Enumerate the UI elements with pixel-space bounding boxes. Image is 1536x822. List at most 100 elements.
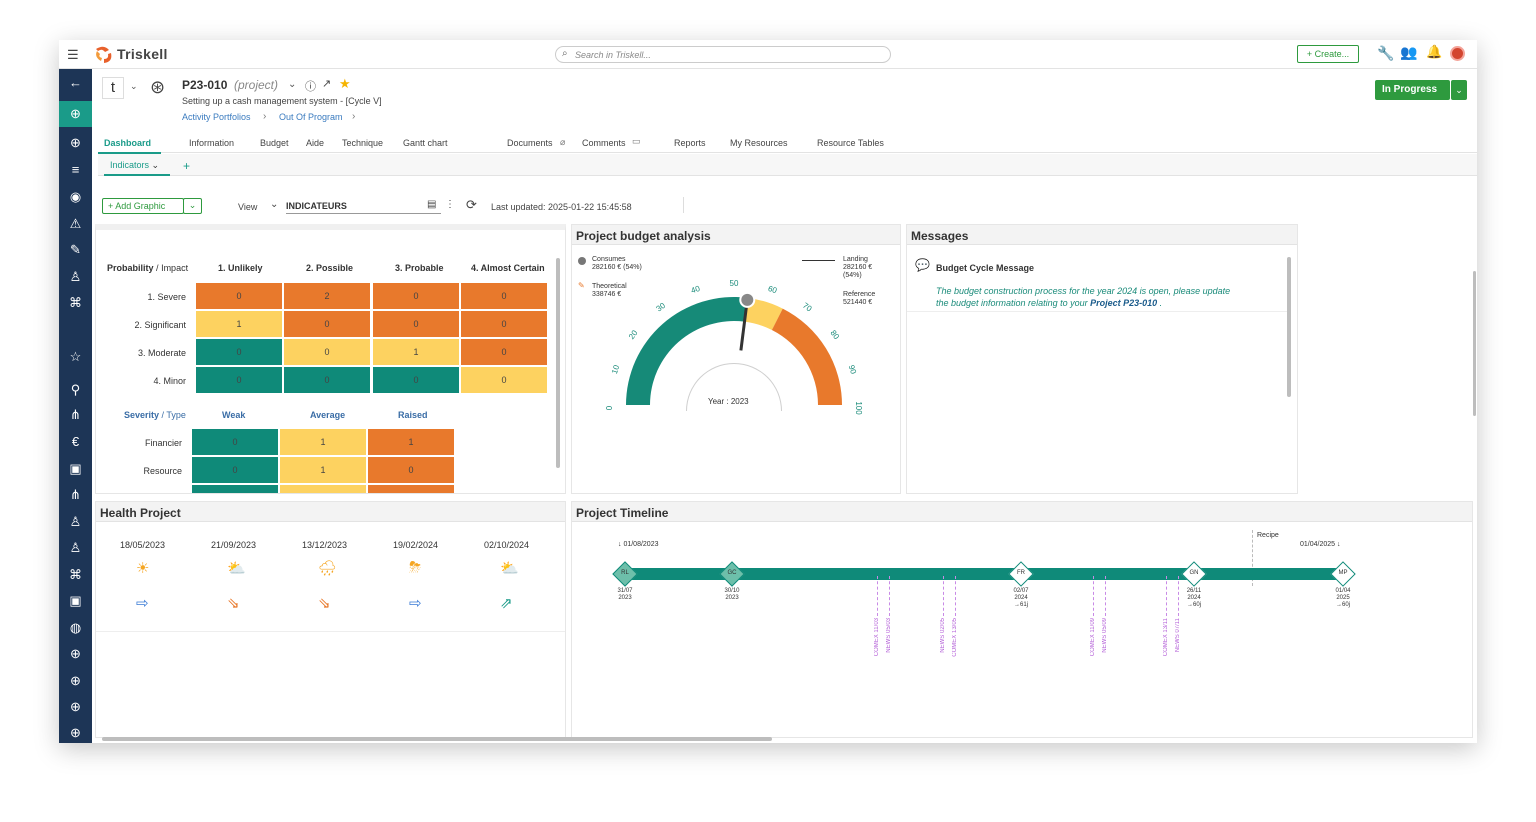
euro-icon[interactable]: € (71, 434, 80, 449)
status-dropdown-button[interactable]: ⌄ (1451, 80, 1467, 100)
tab-budget[interactable]: Budget (260, 138, 289, 148)
users-icon[interactable]: 👥 (1400, 44, 1418, 60)
severity-cell[interactable]: 0 (368, 457, 454, 483)
risk-cell[interactable]: 0 (284, 311, 370, 337)
risk-cell[interactable]: 2 (284, 283, 370, 309)
risk-cell[interactable]: 0 (461, 283, 547, 309)
event-marker-label[interactable]: COMEX 11/09 (1090, 618, 1096, 657)
vertical-scrollbar[interactable] (556, 258, 560, 468)
tab-dashboard[interactable]: Dashboard (98, 133, 161, 154)
search-box[interactable]: ⌕ Search in Triskell... (555, 46, 891, 63)
risk-matrix-corner: Probability / Impact (107, 263, 189, 273)
milestone-delay: →60j (1335, 602, 1350, 608)
tab-information[interactable]: Information (189, 138, 235, 148)
tab-my-resources[interactable]: My Resources (730, 138, 788, 148)
severity-cell[interactable]: 0 (192, 429, 278, 455)
risk-cell[interactable]: 0 (373, 283, 459, 309)
tab-gantt-chart[interactable]: Gantt chart (403, 138, 448, 148)
projects-icon[interactable]: ⊕ (70, 699, 81, 714)
add-subtab-icon[interactable]: + (183, 159, 191, 173)
event-marker-label[interactable]: NEWS 07/11 (1175, 618, 1181, 653)
event-marker-label[interactable]: COMEX 11/03 (874, 618, 880, 657)
refresh-icon[interactable]: ⟳ (466, 197, 477, 212)
tab-documents[interactable]: Documents (507, 138, 553, 148)
tab-technique[interactable]: Technique (342, 138, 384, 148)
event-marker-label[interactable]: NEWS 02/05 (940, 618, 946, 653)
org-chart-icon[interactable]: ⋔ (70, 487, 81, 502)
chevron-down-icon[interactable]: ⌄ (288, 79, 297, 90)
add-graphic-dropdown[interactable]: ⌄ (183, 198, 202, 214)
projects-icon[interactable]: ⊕ (70, 646, 81, 661)
risk-cell[interactable]: 0 (196, 283, 282, 309)
list-icon[interactable]: ≡ (71, 162, 80, 177)
hierarchy-icon[interactable]: ♙ (69, 514, 82, 529)
severity-cell[interactable]: 1 (280, 429, 366, 455)
status-button[interactable]: In Progress (1375, 80, 1450, 100)
projects-icon[interactable]: ⊕ (70, 673, 81, 688)
horizontal-scrollbar[interactable] (102, 737, 772, 741)
tab-comments[interactable]: Comments (582, 138, 626, 148)
portfolio-icon[interactable]: ⊕ (70, 135, 81, 150)
project-letter-box[interactable]: t (102, 77, 124, 99)
event-marker-label[interactable]: NEWS 05/09 (1102, 618, 1108, 653)
warning-icon[interactable]: ⚠ (69, 216, 82, 231)
vertical-scrollbar[interactable] (1287, 257, 1291, 397)
network-icon[interactable]: ⌘ (69, 295, 82, 310)
edit-icon[interactable]: ✎ (70, 242, 81, 257)
risk-cell[interactable]: 0 (284, 367, 370, 393)
event-marker-label[interactable]: COMEX 13/11 (1163, 618, 1169, 657)
bell-icon[interactable]: 🔔 (1426, 44, 1443, 59)
view-icon[interactable]: ◉ (69, 189, 82, 204)
briefcase-icon[interactable]: ▣ (69, 593, 82, 608)
risk-cell[interactable]: 0 (461, 367, 547, 393)
save-icon[interactable]: ▤ (427, 199, 437, 210)
add-graphic-button[interactable]: + Add Graphic (102, 198, 184, 214)
subtab-indicators[interactable]: Indicators ⌄ (104, 156, 170, 176)
hierarchy-icon[interactable]: ♙ (69, 540, 82, 555)
tab-reports[interactable]: Reports (674, 138, 706, 148)
avatar[interactable] (1450, 46, 1465, 61)
risk-cell[interactable]: 1 (373, 339, 459, 365)
gauge-tick-label: 10 (610, 363, 621, 375)
risk-cell[interactable]: 0 (196, 367, 282, 393)
risk-cell[interactable]: 0 (461, 339, 547, 365)
risk-cell[interactable]: 0 (461, 311, 547, 337)
more-vertical-icon[interactable]: ⋮ (445, 199, 455, 210)
network-icon[interactable]: ⌘ (69, 567, 82, 582)
risk-cell[interactable]: 0 (373, 367, 459, 393)
wrench-icon[interactable]: 🔧 (1377, 45, 1395, 61)
breadcrumb-item[interactable]: Activity Portfolios (182, 112, 251, 122)
create-button[interactable]: + Create... (1297, 45, 1359, 63)
page-scrollbar[interactable] (1473, 271, 1476, 416)
breadcrumb-item[interactable]: Out Of Program (279, 112, 343, 122)
globe-icon[interactable]: ◍ (69, 620, 82, 635)
projects-icon[interactable]: ⊕ (70, 725, 81, 740)
org-chart-icon[interactable]: ⋔ (70, 407, 81, 422)
event-marker-label[interactable]: NEWS 05/03 (886, 618, 892, 653)
tab-aide[interactable]: Aide (306, 138, 325, 148)
view-select[interactable]: INDICATEURS (286, 198, 441, 214)
star-icon[interactable]: ☆ (69, 349, 82, 364)
risk-cell[interactable]: 1 (196, 311, 282, 337)
favorite-star-icon[interactable]: ★ (339, 76, 351, 91)
briefcase-icon[interactable]: ▣ (69, 461, 82, 476)
event-marker-label[interactable]: COMEX 13/05 (952, 618, 958, 657)
info-icon[interactable]: ⓘ (305, 81, 316, 93)
severity-cell[interactable]: 1 (368, 429, 454, 455)
search-input[interactable]: Search in Triskell... (575, 50, 651, 60)
pin-icon[interactable]: ⚲ (70, 382, 81, 397)
hierarchy-icon[interactable]: ♙ (69, 269, 82, 284)
chevron-down-icon[interactable]: ⌄ (130, 81, 138, 91)
chevron-down-icon[interactable]: ⌄ (270, 199, 279, 210)
risk-cell[interactable]: 0 (373, 311, 459, 337)
menu-icon[interactable]: ☰ (67, 47, 79, 62)
tab-resource-tables[interactable]: Resource Tables (817, 138, 884, 148)
gauge-needle (739, 299, 749, 351)
severity-cell[interactable]: 0 (192, 457, 278, 483)
back-arrow-icon[interactable]: ← (69, 75, 82, 90)
projects-icon[interactable]: ⊕ (59, 101, 92, 127)
risk-cell[interactable]: 0 (284, 339, 370, 365)
external-link-icon[interactable]: ↗ (322, 78, 332, 90)
severity-cell[interactable]: 1 (280, 457, 366, 483)
risk-cell[interactable]: 0 (196, 339, 282, 365)
